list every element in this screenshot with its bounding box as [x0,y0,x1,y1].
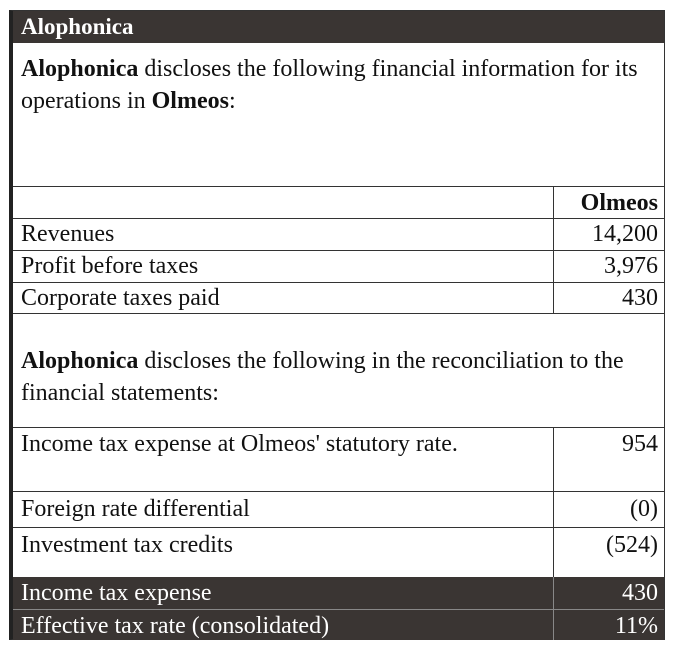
intro-text: discloses the following financial inform… [21,56,638,114]
card-title: Alophonica [13,11,664,43]
table1-header-olmeos: Olmeos [553,187,664,218]
row-label: Income tax expense at Olmeos' statutory … [21,431,458,457]
total-row-income-tax: Income tax expense 430 [13,577,664,609]
total-value: 11% [553,610,664,640]
intro-country: Olmeos [151,88,229,114]
row-value: 14,200 [553,219,664,250]
problem-card: Alophonica Alophonica discloses the foll… [9,10,665,640]
recon-paragraph: Alophonica discloses the following in th… [13,345,664,425]
table-row: Profit before taxes 3,976 [13,250,664,282]
recon-text: discloses the following in the reconcili… [21,348,624,406]
row-label: Foreign rate differential [21,496,250,522]
total-label: Effective tax rate (consolidated) [21,613,330,639]
intro-colon: : [228,88,236,114]
total-value: 430 [553,577,664,609]
total-label: Income tax expense [21,580,212,606]
intro-paragraph: Alophonica discloses the following finan… [13,53,664,185]
recon-company: Alophonica [21,348,139,374]
intro-company: Alophonica [21,56,139,82]
table1-header-row: Olmeos [13,186,664,218]
table-row: Income tax expense at Olmeos' statutory … [13,427,664,491]
total-row-effective-rate: Effective tax rate (consolidated) 11% [13,609,664,640]
table-row: Revenues 14,200 [13,218,664,250]
row-label: Corporate taxes paid [21,285,220,311]
row-value: 430 [553,283,664,313]
table1-header-blank [13,187,553,218]
row-value: (524) [553,528,664,577]
row-value: (0) [553,492,664,527]
table-row: Foreign rate differential (0) [13,491,664,527]
row-label: Revenues [21,221,115,247]
row-label: Investment tax credits [21,532,233,558]
row-value: 954 [553,428,664,491]
row-value: 3,976 [553,251,664,282]
row-label: Profit before taxes [21,253,199,279]
table-row: Corporate taxes paid 430 [13,282,664,314]
table-row: Investment tax credits (524) [13,527,664,577]
